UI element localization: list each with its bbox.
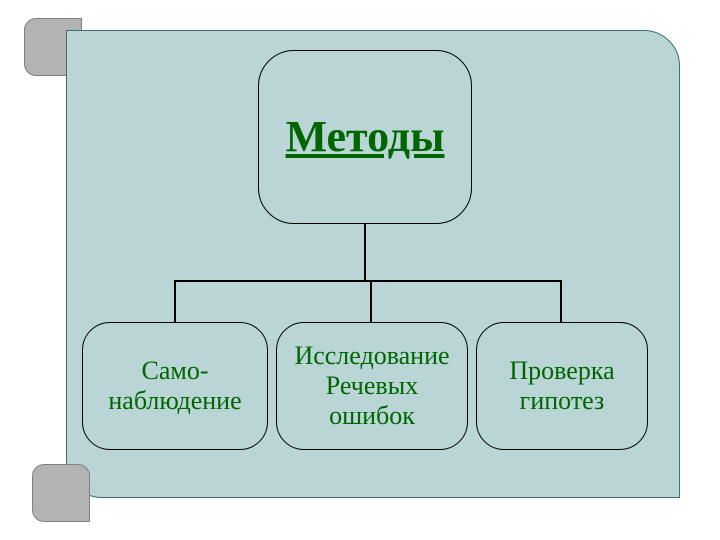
connector-drop-left: [174, 280, 176, 322]
connector-drop-middle: [370, 280, 372, 322]
child-node-hypothesis-testing: Проверкагипотез: [476, 322, 648, 450]
root-node-methods: Методы: [258, 50, 472, 224]
connector-drop-right: [560, 280, 562, 322]
child-node-self-observation: Само-наблюдение: [82, 322, 268, 450]
child-node-label: Само-наблюдение: [108, 356, 241, 416]
child-node-label: Проверкагипотез: [509, 356, 614, 416]
connector-trunk: [364, 224, 366, 282]
diagram-stage: Методы Само-наблюдение ИсследованиеРечев…: [0, 0, 720, 540]
root-node-label: Методы: [286, 112, 445, 163]
connector-horizontal: [174, 280, 562, 282]
child-node-speech-errors: ИсследованиеРечевыхошибок: [276, 322, 468, 450]
scroll-curl-bottom-left: [32, 464, 90, 522]
child-node-label: ИсследованиеРечевыхошибок: [294, 341, 449, 431]
